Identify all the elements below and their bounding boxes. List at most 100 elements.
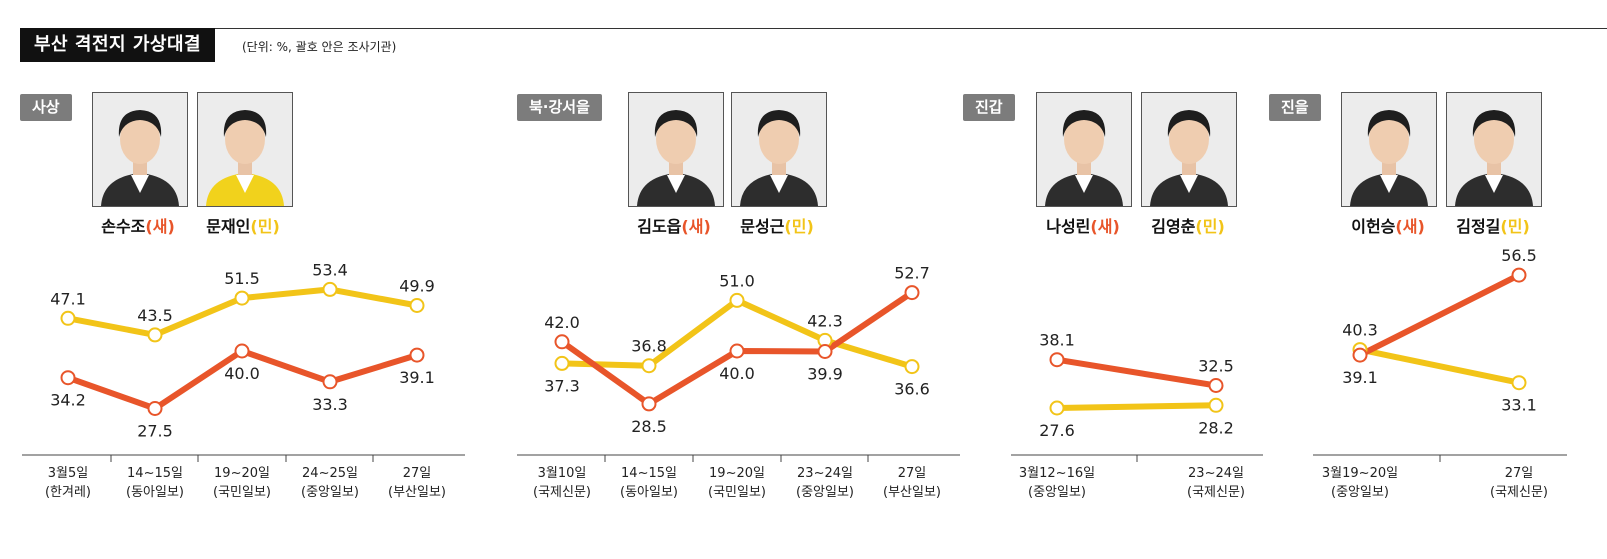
data-label: 40.0 bbox=[719, 364, 755, 383]
x-tick-source-label: (중앙일보) bbox=[1331, 485, 1389, 500]
data-point bbox=[641, 396, 657, 412]
x-tick-source-label: (국민일보) bbox=[213, 485, 271, 500]
data-point bbox=[409, 298, 425, 313]
x-tick-label: 27일 bbox=[898, 466, 927, 481]
data-label: 36.8 bbox=[631, 337, 667, 356]
candidate-party: (민) bbox=[1500, 217, 1530, 236]
candidate-party: (새) bbox=[145, 217, 175, 236]
page-title: 부산 격전지 가상대결 bbox=[20, 28, 216, 62]
data-label: 51.5 bbox=[224, 269, 260, 288]
series-line bbox=[1357, 346, 1522, 386]
data-point bbox=[322, 374, 338, 390]
candidate-name-text: 나성린 bbox=[1046, 217, 1091, 236]
data-label: 49.9 bbox=[399, 277, 435, 296]
candidate-name-text: 김정길 bbox=[1456, 217, 1501, 236]
candidate-photo-icon bbox=[1141, 92, 1237, 207]
district-label-sasang: 사상 bbox=[20, 94, 72, 121]
data-label: 37.3 bbox=[544, 376, 580, 395]
x-tick-label: 19~20일 bbox=[214, 466, 270, 481]
data-label: 36.6 bbox=[894, 380, 930, 399]
candidate-party: (새) bbox=[1090, 217, 1120, 236]
data-label: 27.6 bbox=[1039, 421, 1075, 440]
data-label: 39.9 bbox=[807, 365, 843, 384]
candidate-party: (민) bbox=[784, 217, 814, 236]
data-point bbox=[641, 358, 657, 374]
x-tick-label: 14~15일 bbox=[127, 466, 183, 481]
candidate-party: (민) bbox=[250, 217, 280, 236]
x-tick-label: 24~25일 bbox=[302, 466, 358, 481]
candidate-name-text: 문성근 bbox=[740, 217, 785, 236]
data-label: 52.7 bbox=[894, 264, 930, 283]
data-label: 34.2 bbox=[50, 391, 86, 410]
data-label: 33.3 bbox=[312, 395, 348, 414]
x-tick-source-label: (부산일보) bbox=[388, 485, 446, 500]
candidate-party: (새) bbox=[681, 217, 711, 236]
x-tick-label: 14~15일 bbox=[621, 466, 677, 481]
data-label: 33.1 bbox=[1501, 396, 1537, 415]
data-label: 39.1 bbox=[1342, 368, 1378, 387]
data-point bbox=[234, 343, 250, 359]
data-label: 42.3 bbox=[807, 311, 843, 330]
candidate-name: 이헌승(새) bbox=[1328, 213, 1448, 237]
data-label: 47.1 bbox=[50, 289, 86, 308]
candidate-name: 문성근(민) bbox=[717, 213, 837, 237]
data-label: 42.0 bbox=[544, 313, 580, 332]
candidate-photo-icon bbox=[197, 92, 293, 207]
data-point bbox=[729, 343, 745, 359]
x-tick-source-label: (중앙일보) bbox=[796, 485, 854, 500]
candidate-name-text: 김영춘 bbox=[1151, 217, 1196, 236]
data-point bbox=[1208, 378, 1224, 393]
data-label: 39.1 bbox=[399, 368, 435, 387]
candidate-photo-icon bbox=[92, 92, 188, 207]
data-label: 40.3 bbox=[1342, 321, 1378, 340]
data-label: 40.0 bbox=[224, 364, 260, 383]
data-point bbox=[554, 355, 570, 371]
x-tick-source-label: (동아일보) bbox=[126, 485, 184, 500]
candidate-party: (새) bbox=[1395, 217, 1425, 236]
candidate-name-text: 이헌승 bbox=[1351, 217, 1396, 236]
x-tick-label: 3월5일 bbox=[48, 466, 88, 481]
candidate-name: 손수조(새) bbox=[78, 213, 198, 237]
data-point bbox=[1352, 347, 1368, 363]
data-label: 28.2 bbox=[1198, 418, 1234, 437]
data-point bbox=[1511, 375, 1527, 391]
data-label: 32.5 bbox=[1198, 357, 1234, 376]
data-label: 38.1 bbox=[1039, 331, 1075, 350]
series-line bbox=[1054, 356, 1219, 389]
x-tick-source-label: (동아일보) bbox=[620, 485, 678, 500]
data-point bbox=[322, 281, 338, 297]
x-tick-source-label: (부산일보) bbox=[883, 485, 941, 500]
data-point bbox=[147, 327, 163, 343]
data-point bbox=[1511, 267, 1527, 283]
candidate-name: 김영춘(민) bbox=[1128, 213, 1248, 237]
data-point bbox=[729, 292, 745, 308]
data-point bbox=[234, 290, 250, 306]
x-tick-source-label: (한겨레) bbox=[45, 485, 91, 500]
x-tick-label: 3월10일 bbox=[538, 466, 587, 481]
x-tick-source-label: (중앙일보) bbox=[301, 485, 359, 500]
x-tick-source-label: (국민일보) bbox=[708, 485, 766, 500]
data-label: 56.5 bbox=[1501, 246, 1537, 265]
x-tick-label: 19~20일 bbox=[709, 466, 765, 481]
data-label: 51.0 bbox=[719, 271, 755, 290]
x-tick-label: 3월19~20일 bbox=[1322, 466, 1398, 481]
x-tick-label: 27일 bbox=[403, 466, 432, 481]
x-tick-source-label: (국제신문) bbox=[1187, 485, 1245, 500]
candidate-name-text: 손수조 bbox=[101, 217, 146, 236]
x-tick-label: 27일 bbox=[1505, 466, 1534, 481]
series-line bbox=[1054, 402, 1219, 411]
candidate-photo-icon bbox=[1036, 92, 1132, 207]
series-line bbox=[1357, 272, 1522, 359]
data-point bbox=[60, 370, 76, 386]
district-label-jineul: 진을 bbox=[1269, 94, 1321, 121]
candidate-photo-icon bbox=[731, 92, 827, 207]
data-point bbox=[147, 401, 163, 416]
x-tick-label: 3월12~16일 bbox=[1019, 466, 1095, 481]
candidate-photo-icon bbox=[628, 92, 724, 207]
data-point bbox=[904, 359, 920, 375]
data-label: 28.5 bbox=[631, 417, 667, 436]
x-tick-source-label: (국제신문) bbox=[1490, 485, 1548, 500]
candidate-name: 나성린(새) bbox=[1023, 213, 1143, 237]
data-point bbox=[1049, 352, 1065, 368]
x-tick-label: 23~24일 bbox=[1188, 466, 1244, 481]
